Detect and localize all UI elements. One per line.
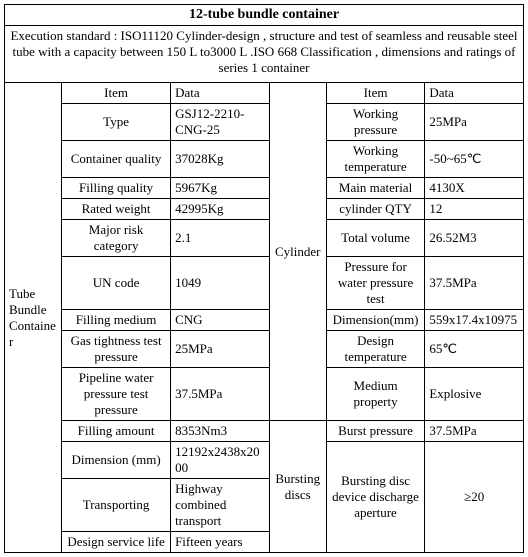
right-wt-label: Working temperature <box>326 141 425 178</box>
left-dim-label: Dimension (mm) <box>62 442 171 479</box>
right-bd-label: Bursting disc device discharge aperture <box>326 442 425 553</box>
hdr-data-left: Data <box>171 83 270 104</box>
right-dt-label: Design temperature <box>326 331 425 368</box>
left-type-val: GSJ12-2210-CNG-25 <box>171 104 270 141</box>
right-mp-label: Medium property <box>326 368 425 421</box>
left-fa-val: 8353Nm3 <box>171 421 270 442</box>
hdr-item-right: Item <box>326 83 425 104</box>
right-wt-val: -50~65℃ <box>425 141 524 178</box>
hdr-item-left: Item <box>62 83 171 104</box>
right-bd-val: ≥20 <box>425 442 524 553</box>
right-bp-label: Burst pressure <box>326 421 425 442</box>
left-tr-label: Transporting <box>62 479 171 532</box>
right-cqty-label: cylinder QTY <box>326 199 425 220</box>
left-rw-val: 42995Kg <box>171 199 270 220</box>
right-wp-label: Working pressure <box>326 104 425 141</box>
subtitle-cell: Execution standard : ISO11120 Cylinder-d… <box>5 26 524 83</box>
right-pwt-val: 37.5MPa <box>425 257 524 310</box>
left-tr-val: Highway combined transport <box>171 479 270 532</box>
right-dim-label: Dimension(mm) <box>326 310 425 331</box>
title-cell: 12-tube bundle container <box>5 5 524 26</box>
left-dsl-val: Fifteen years <box>171 532 270 553</box>
right-tv-val: 26.52M3 <box>425 220 524 257</box>
left-fm-label: Filling medium <box>62 310 171 331</box>
right-mp-val: Explosive <box>425 368 524 421</box>
left-pw-val: 37.5MPa <box>171 368 270 421</box>
right-wp-val: 25MPa <box>425 104 524 141</box>
left-fq-label: Filling quality <box>62 178 171 199</box>
left-fa-label: Filling amount <box>62 421 171 442</box>
left-mrc-val: 2.1 <box>171 220 270 257</box>
right-cqty-val: 12 <box>425 199 524 220</box>
left-cq-label: Container quality <box>62 141 171 178</box>
left-pw-label: Pipeline water pressure test pressure <box>62 368 171 421</box>
left-gt-val: 25MPa <box>171 331 270 368</box>
right-bp-val: 37.5MPa <box>425 421 524 442</box>
left-un-label: UN code <box>62 257 171 310</box>
hdr-data-right: Data <box>425 83 524 104</box>
group-tube-bundle: Tube Bundle Container <box>5 83 62 553</box>
left-gt-label: Gas tightness test pressure <box>62 331 171 368</box>
group-bursting: Bursting discs <box>269 421 326 553</box>
right-mm-val: 4130X <box>425 178 524 199</box>
right-pwt-label: Pressure for water pressure test <box>326 257 425 310</box>
right-tv-label: Total volume <box>326 220 425 257</box>
right-mm-label: Main material <box>326 178 425 199</box>
right-dim-val: 559x17.4x10975 <box>425 310 524 331</box>
left-rw-label: Rated weight <box>62 199 171 220</box>
left-dim-val: 12192x2438x2000 <box>171 442 270 479</box>
left-cq-val: 37028Kg <box>171 141 270 178</box>
right-dt-val: 65℃ <box>425 331 524 368</box>
spec-table: 12-tube bundle container Execution stand… <box>4 4 524 553</box>
group-cylinder: Cylinder <box>269 83 326 421</box>
left-un-val: 1049 <box>171 257 270 310</box>
left-fm-val: CNG <box>171 310 270 331</box>
left-dsl-label: Design service life <box>62 532 171 553</box>
left-type-label: Type <box>62 104 171 141</box>
left-fq-val: 5967Kg <box>171 178 270 199</box>
left-mrc-label: Major risk category <box>62 220 171 257</box>
